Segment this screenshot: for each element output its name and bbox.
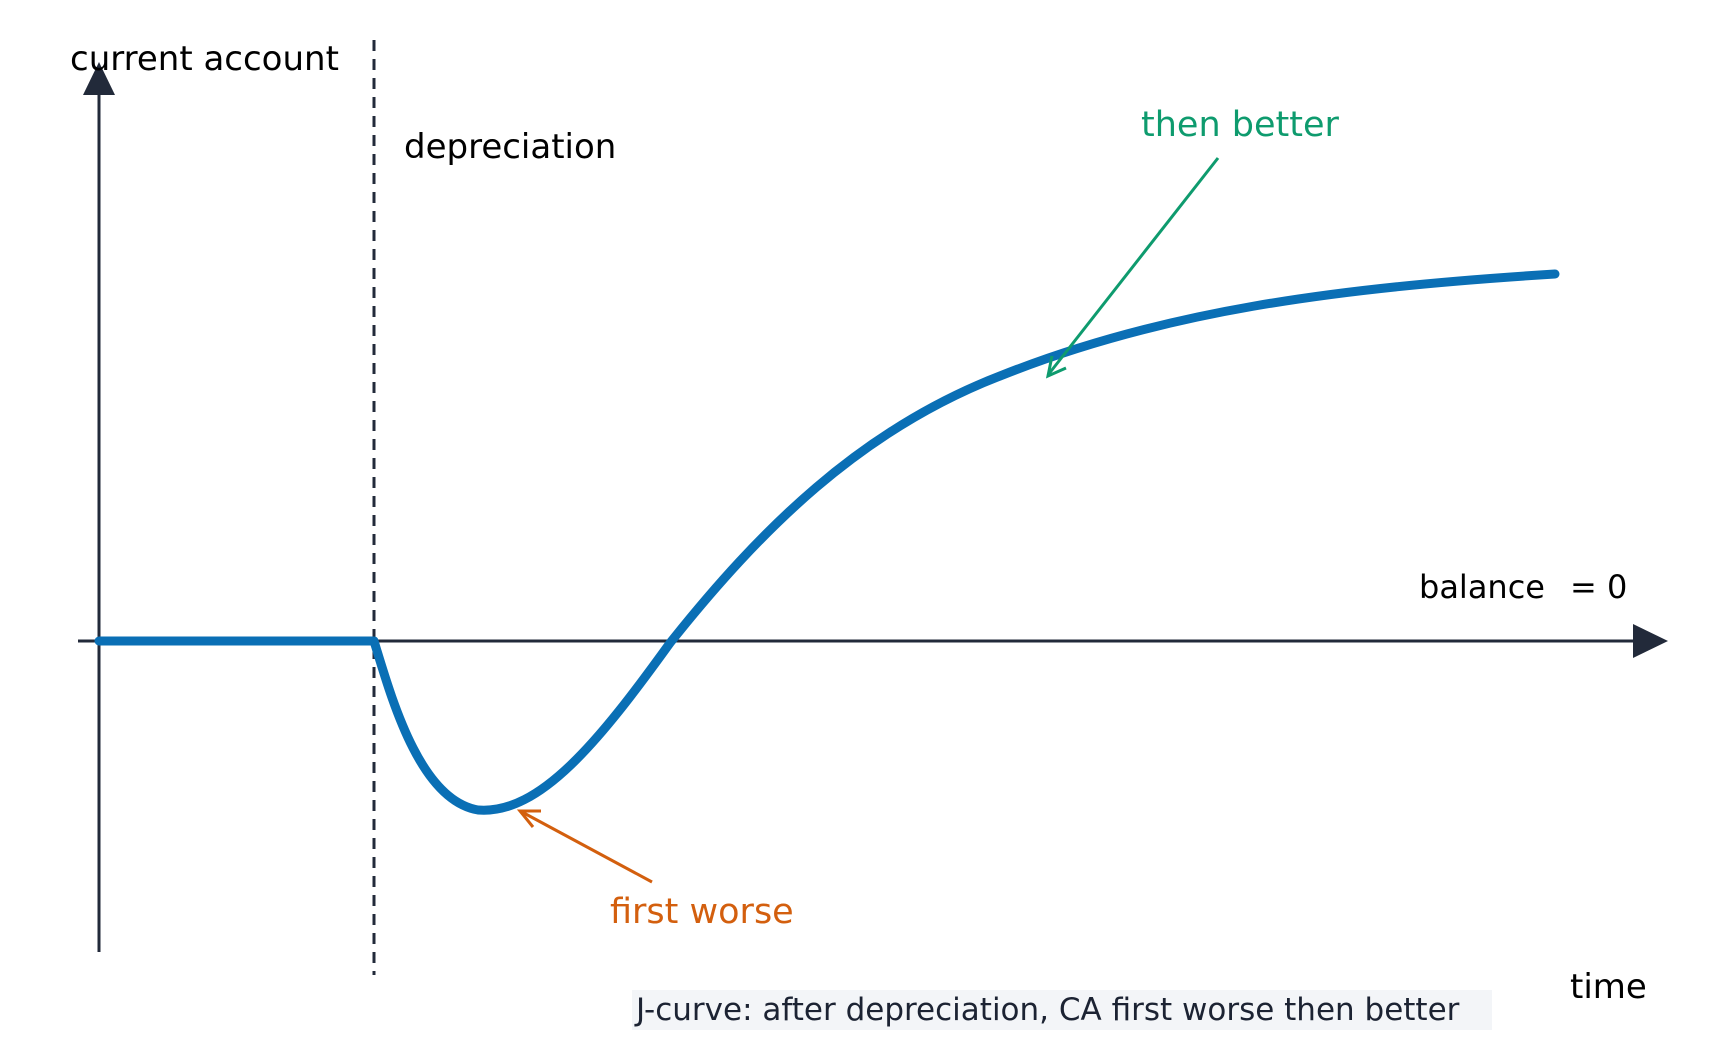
baseline-value: = 0 bbox=[1570, 568, 1627, 606]
then-better-label: then better bbox=[1141, 105, 1339, 145]
caption-background bbox=[632, 990, 1492, 1030]
then-better-arrowhead bbox=[1045, 355, 1067, 379]
x-axis-arrowhead bbox=[1633, 624, 1668, 658]
y-axis-arrowhead bbox=[83, 62, 115, 95]
j-curve bbox=[94, 269, 1560, 815]
y-axis-label: current account bbox=[70, 39, 339, 79]
x-axis-label: time bbox=[1570, 967, 1647, 1007]
event-label: depreciation bbox=[404, 127, 616, 167]
first-worse-arrowhead bbox=[516, 809, 541, 828]
baseline-label: balance bbox=[1419, 568, 1545, 606]
diagram-caption: J-curve: after depreciation, CA first wo… bbox=[636, 992, 1460, 1028]
first-worse-label: first worse bbox=[610, 892, 794, 932]
then-better-arrow bbox=[1046, 157, 1220, 376]
first-worse-arrow bbox=[521, 810, 653, 884]
